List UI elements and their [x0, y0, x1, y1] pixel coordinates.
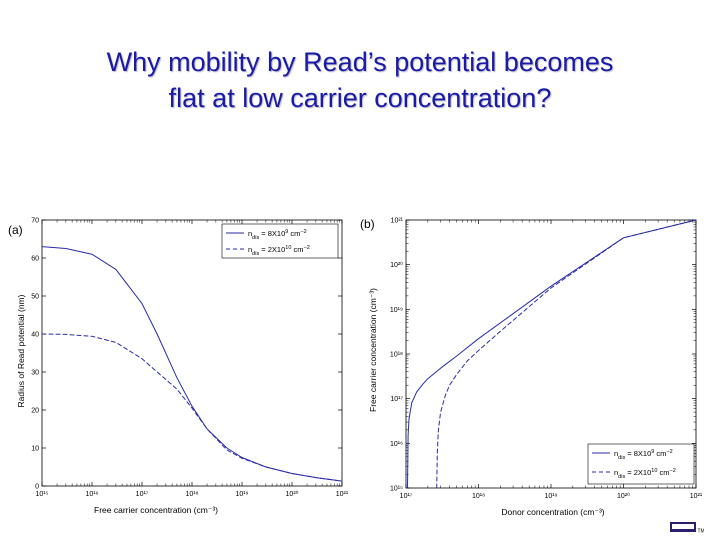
- legend-entry-part: dis: [618, 455, 625, 461]
- y-axis-label: Radius of Read potential (nm): [16, 294, 26, 407]
- panel-label: (b): [360, 217, 375, 231]
- legend-entry-part: dis: [252, 251, 259, 257]
- x-tick-label: 10²¹: [690, 493, 703, 500]
- y-tick-label: 10¹⁶: [390, 441, 403, 448]
- legend-entry-part: dis: [252, 235, 259, 241]
- chart-panel-a: 10¹⁵ 10¹⁶ 10¹⁷ 10¹⁸ 10¹⁹ 10²⁰ 10²¹ 0 10 20 30 40 50 6…: [8, 218, 349, 516]
- legend-entry-part: cm: [288, 229, 300, 238]
- y-tick-label: 70: [31, 218, 39, 225]
- y-tick-label: 10¹⁸: [390, 352, 403, 359]
- y-tick-label: 60: [31, 256, 39, 263]
- legend-entry-part: = 2X10: [625, 468, 651, 477]
- legend-entry-part: 9: [651, 449, 654, 455]
- legend-entry-part: −2: [666, 449, 672, 455]
- x-tick-label: 10¹⁵: [35, 491, 48, 498]
- x-tick-label: 10¹⁷: [136, 491, 149, 498]
- legend-entry-part: n: [614, 468, 618, 477]
- series-line-dashed: [41, 333, 343, 482]
- y-tick-label: 10: [31, 446, 39, 453]
- x-tick-label: 10²⁰: [617, 492, 630, 500]
- y-tick-label: 30: [31, 370, 39, 377]
- legend-entry: ndis = 2X1010 cm−2: [248, 245, 310, 257]
- legend-entry-part: 10: [285, 245, 291, 251]
- slide-title-line-1: Why mobility by Read’s potential becomes: [106, 47, 614, 77]
- x-axis-label: Donor concentration (cm⁻³): [501, 507, 604, 517]
- legend-entry-part: −2: [300, 229, 306, 235]
- y-tick-label: 10¹⁹: [390, 307, 403, 314]
- series-line-solid: [407, 219, 697, 489]
- legend-entry-part: 9: [285, 229, 288, 235]
- series-line-dashed: [436, 219, 697, 489]
- y-tick-label: 10²¹: [391, 218, 404, 225]
- legend-entry-part: = 2X10: [259, 245, 285, 254]
- y-tick-label: 50: [31, 294, 39, 301]
- x-tick-label: 10¹⁶: [86, 491, 99, 498]
- y-tick-label: 0: [35, 484, 39, 491]
- y-axis-label: Free carrier concentration (cm⁻³): [368, 288, 378, 412]
- y-tick-label: 10²⁰: [390, 261, 403, 269]
- legend-entry-part: n: [248, 245, 252, 254]
- logo-mark: TM: [670, 522, 705, 535]
- legend-entry-part: n: [248, 229, 252, 238]
- chart-panel-b: 10¹⁷ 10¹⁸ 10¹⁹ 10²⁰ 10²¹ 10¹⁵ 10¹⁶ 10¹⁷ 10¹⁸ 10¹⁹…: [360, 217, 703, 517]
- legend-entry-part: cm: [657, 468, 669, 477]
- legend-box: [587, 443, 695, 485]
- legend-entry-part: dis: [618, 474, 625, 480]
- legend-box: [221, 223, 339, 259]
- slide-title: Why mobility by Read’s potential becomes…: [0, 44, 720, 116]
- slide-title-line-2: flat at low carrier concentration?: [168, 83, 552, 113]
- legend-entry-part: 10: [651, 468, 657, 474]
- y-tick-label: 10¹⁵: [390, 486, 403, 493]
- legend-entry-part: = 8X10: [625, 449, 651, 458]
- y-tick-label: 40: [31, 332, 39, 339]
- panel-label: (a): [8, 223, 23, 237]
- plot-frame: [41, 219, 343, 487]
- y-tick-label: 20: [31, 408, 39, 415]
- x-tick-label: 10¹⁹: [544, 493, 557, 500]
- x-tick-label: 10²⁰: [286, 490, 299, 498]
- legend-entry-part: −2: [304, 245, 310, 251]
- legend-entry-part: −2: [670, 468, 676, 474]
- legend-entry: ndis = 8X109 cm−2: [614, 449, 673, 461]
- legend-entry-part: n: [614, 449, 618, 458]
- y-tick-label: 10¹⁷: [390, 396, 403, 403]
- legend-entry-part: = 8X10: [259, 229, 285, 238]
- x-tick-label: 10¹⁸: [472, 493, 485, 500]
- logo-mark-text: TM: [698, 529, 705, 535]
- legend-entry-part: cm: [654, 449, 666, 458]
- x-tick-label: 10¹⁸: [185, 491, 198, 498]
- x-tick-label: 10¹⁷: [400, 493, 413, 500]
- legend-entry-part: cm: [291, 245, 303, 254]
- legend-entry: ndis = 8X109 cm−2: [248, 229, 307, 241]
- x-axis-label: Free carrier concentration (cm⁻³): [94, 505, 218, 515]
- x-tick-label: 10²¹: [336, 491, 349, 498]
- legend-entry: ndis = 2X1010 cm−2: [614, 468, 676, 480]
- x-tick-label: 10¹⁹: [235, 491, 248, 498]
